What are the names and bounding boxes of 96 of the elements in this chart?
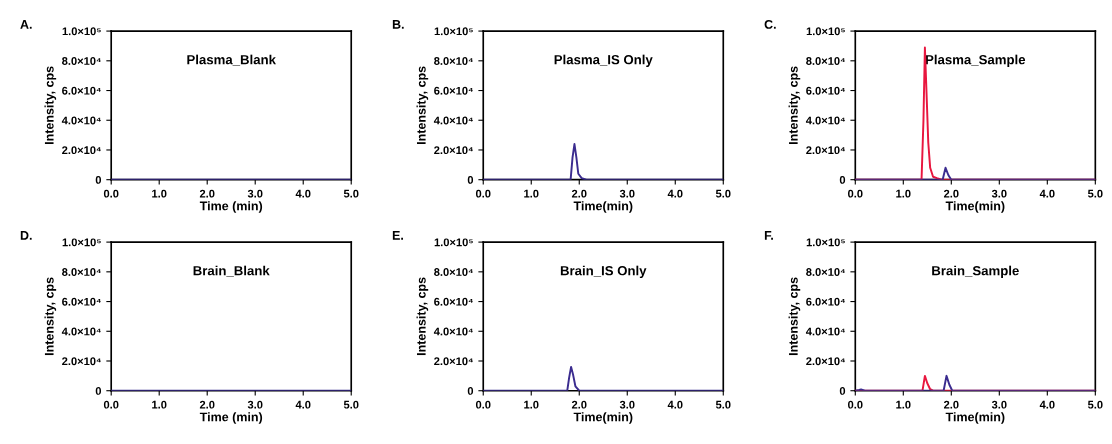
y-tick-label: 2.0×10⁴ <box>62 357 101 366</box>
y-tick-label: 4.0×10⁴ <box>805 327 845 336</box>
y-tick-label: 0 <box>467 175 474 184</box>
annotation: Plasma_Sample <box>925 54 1026 67</box>
x-tick-label: 2.0 <box>943 189 959 198</box>
y-tick-label: 0 <box>467 386 474 395</box>
x-tick-label: 1.0 <box>524 189 539 198</box>
y-tick-label: 6.0×10⁴ <box>806 86 845 95</box>
x-tick-label: 0.0 <box>475 189 491 198</box>
chart-title: F. <box>764 231 773 240</box>
y-tick-label: 0 <box>95 386 102 395</box>
y-tick-label: 2.0×10⁴ <box>434 357 473 366</box>
y-tick-label: 1.0×10⁵ <box>62 238 101 247</box>
y-tick-label: 1.0×10⁵ <box>434 238 473 247</box>
x-tick-label: 4.0 <box>295 400 311 409</box>
x-tick-label: 2.0 <box>571 189 587 198</box>
x-tick-label: 1.0 <box>896 400 911 409</box>
annotation: Brain_Sample <box>932 265 1019 278</box>
chart-title: D. <box>20 231 32 240</box>
annotation: Brain_Blank <box>193 265 270 277</box>
y-tick-label: 8.0×10⁴ <box>62 268 101 276</box>
x-tick-label: 3.0 <box>247 189 263 198</box>
chart-title: B. <box>392 20 404 29</box>
y-tick-label: 0 <box>839 175 846 184</box>
y-tick-label: 1.0×10⁵ <box>806 27 845 36</box>
chart-title: A. <box>20 20 32 29</box>
x-tick-label: 2.0 <box>199 400 215 409</box>
x-tick-label: 0.0 <box>475 400 491 409</box>
y-tick-label: 6.0×10⁴ <box>806 297 845 306</box>
x-tick-label: 4.0 <box>1039 189 1055 198</box>
x-tick-label: 3.0 <box>991 400 1007 409</box>
y-tick-label: 4.0×10⁴ <box>61 327 101 336</box>
x-tick-label: 0.0 <box>848 400 863 409</box>
x-tick-label: 3.0 <box>619 400 635 409</box>
chart-title: E. <box>392 231 403 240</box>
y-tick-label: 2.0×10⁴ <box>806 146 845 155</box>
annotation: Plasma_IS Only <box>554 54 653 67</box>
y-tick-label: 4.0×10⁴ <box>433 327 473 336</box>
y-tick-label: 1.0×10⁵ <box>434 27 473 36</box>
y-tick-label: 6.0×10⁴ <box>434 297 473 306</box>
x-tick-label: 2.0 <box>943 400 959 409</box>
x-tick-label: 3.0 <box>247 400 263 409</box>
y-axis-title: Intensity, cps <box>788 277 801 356</box>
y-tick-label: 4.0×10⁴ <box>805 116 845 125</box>
x-axis-title: Time(min) <box>945 412 1005 424</box>
annotation: Plasma_Blank <box>187 54 276 66</box>
x-tick-label: 0.0 <box>848 189 863 198</box>
y-tick-label: 2.0×10⁴ <box>434 146 473 155</box>
y-tick-label: 8.0×10⁴ <box>434 57 473 65</box>
annotation: Brain_IS Only <box>560 265 647 278</box>
y-tick-label: 0 <box>95 175 102 184</box>
x-tick-label: 1.0 <box>896 189 911 198</box>
y-tick-label: 8.0×10⁴ <box>806 57 845 65</box>
x-tick-label: 5.0 <box>715 189 731 198</box>
y-axis-title: Intensity, cps <box>416 66 429 145</box>
y-tick-label: 8.0×10⁴ <box>62 57 101 65</box>
x-axis-title: Time(min) <box>945 201 1005 213</box>
x-axis-title: Time (min) <box>199 412 263 424</box>
y-tick-label: 2.0×10⁴ <box>806 357 845 366</box>
x-tick-label: 3.0 <box>619 189 635 198</box>
x-tick-label: 4.0 <box>295 189 311 198</box>
y-tick-label: 1.0×10⁵ <box>806 238 845 247</box>
y-tick-label: 4.0×10⁴ <box>61 116 101 125</box>
y-tick-label: 1.0×10⁵ <box>62 27 101 36</box>
chart-title: C. <box>764 19 776 29</box>
y-tick-label: 4.0×10⁴ <box>433 116 473 125</box>
x-tick-label: 5.0 <box>715 400 731 409</box>
x-tick-label: 3.0 <box>991 189 1007 198</box>
y-tick-label: 6.0×10⁴ <box>62 86 101 95</box>
x-tick-label: 4.0 <box>667 400 683 409</box>
y-tick-label: 6.0×10⁴ <box>434 86 473 95</box>
x-tick-label: 5.0 <box>1087 400 1103 409</box>
y-axis-title: Intensity, cps <box>44 66 57 145</box>
y-tick-label: 6.0×10⁴ <box>62 297 101 306</box>
x-tick-label: 5.0 <box>1087 189 1103 198</box>
y-axis-title: Intensity, cps <box>44 277 57 356</box>
x-tick-label: 5.0 <box>343 189 359 198</box>
x-tick-label: 1.0 <box>152 189 167 198</box>
x-tick-label: 1.0 <box>524 400 539 409</box>
y-tick-label: 0 <box>839 386 846 395</box>
x-tick-label: 0.0 <box>103 189 119 198</box>
x-axis-title: Time(min) <box>573 201 633 213</box>
x-tick-label: 1.0 <box>152 400 167 409</box>
x-axis-title: Time(min) <box>573 412 633 424</box>
y-tick-label: 2.0×10⁴ <box>62 146 101 155</box>
x-tick-label: 2.0 <box>199 189 215 198</box>
x-tick-label: 2.0 <box>571 400 587 409</box>
y-axis-title: Intensity, cps <box>416 277 429 356</box>
x-axis-title: Time (min) <box>199 201 263 213</box>
y-axis-title: Intensity, cps <box>788 66 801 145</box>
x-tick-label: 0.0 <box>103 400 119 409</box>
x-tick-label: 5.0 <box>343 400 359 409</box>
x-tick-label: 4.0 <box>667 189 683 198</box>
y-tick-label: 8.0×10⁴ <box>806 268 845 276</box>
y-tick-label: 8.0×10⁴ <box>434 268 473 276</box>
x-tick-label: 4.0 <box>1039 400 1055 409</box>
